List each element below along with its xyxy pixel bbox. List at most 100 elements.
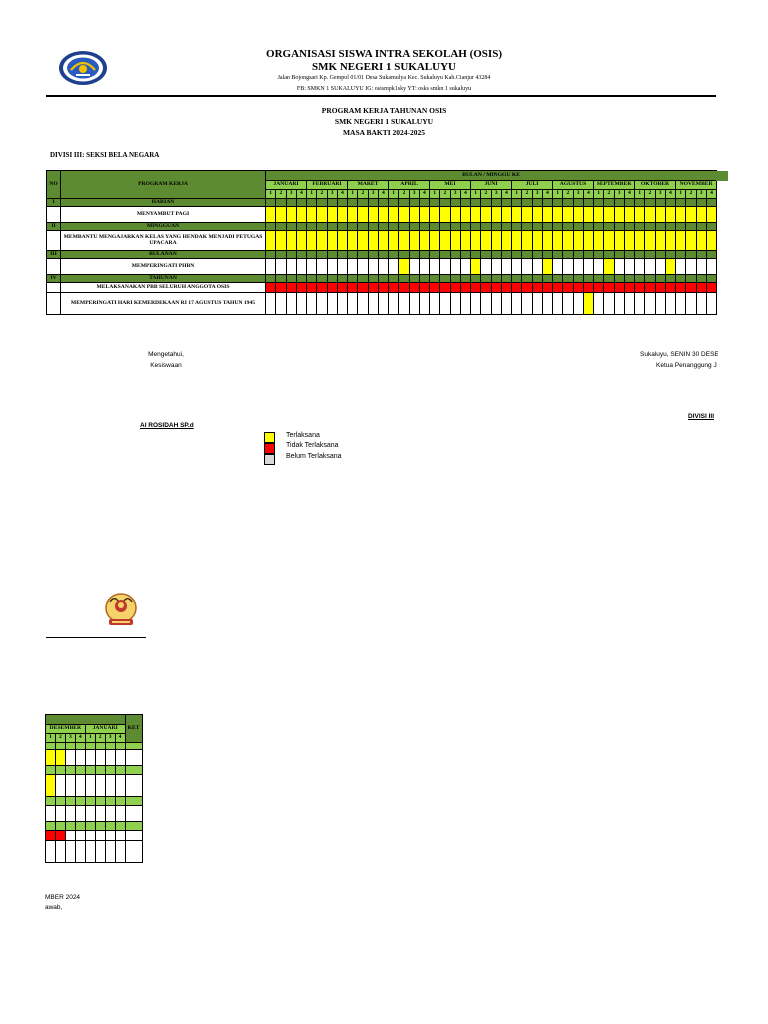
section-week-cell xyxy=(582,222,595,231)
month-header: JUNI xyxy=(470,180,512,190)
week-status-cell xyxy=(480,282,492,293)
section-row: I HARIAN xyxy=(46,198,718,207)
month-header: FEBRUARI xyxy=(306,180,348,190)
week-header: 2 xyxy=(275,189,287,199)
column-header-no: NO xyxy=(46,170,61,199)
week-status-cell xyxy=(275,292,287,315)
week-status-cell xyxy=(439,258,451,275)
section-week-cell xyxy=(367,274,379,283)
week-header: 2 xyxy=(316,189,328,199)
week-status-cell xyxy=(613,282,625,293)
section-week-cell xyxy=(695,250,707,259)
section-week-cell xyxy=(264,198,277,207)
section-week-cell xyxy=(326,274,338,283)
week-status-cell xyxy=(500,258,513,275)
week-status-cell xyxy=(510,282,523,293)
cont-week-cell xyxy=(74,830,86,841)
cont-week-cell xyxy=(54,749,66,766)
section-week-cell xyxy=(551,274,564,283)
section-week-cell xyxy=(418,274,431,283)
organization-name: ORGANISASI SISWA INTRA SEKOLAH (OSIS) xyxy=(266,48,502,60)
section-week-cell xyxy=(633,250,646,259)
section-row: II MINGGUAN xyxy=(46,222,718,231)
cont-week-cell xyxy=(94,742,106,750)
cont-week-cell xyxy=(124,749,143,766)
section-week-cell xyxy=(346,198,359,207)
week-header: 1 xyxy=(305,189,318,199)
program-number xyxy=(46,230,61,251)
week-header: 2 xyxy=(439,189,451,199)
week-status-cell xyxy=(490,258,502,275)
week-status-cell xyxy=(305,282,318,293)
column-header-period: BULAN / MINGGU KE xyxy=(264,170,718,181)
section-week-cell xyxy=(510,198,523,207)
week-status-cell xyxy=(623,206,636,223)
section-week-cell xyxy=(305,198,318,207)
month-header: APRIL xyxy=(388,180,430,190)
week-status-cell xyxy=(623,230,636,251)
section-number: II xyxy=(46,222,61,231)
week-status-cell xyxy=(582,206,595,223)
program-name: MEMPERINGATI PHBN xyxy=(60,258,266,275)
week-status-cell xyxy=(326,258,338,275)
week-header: 2 xyxy=(644,189,656,199)
section-week-cell xyxy=(551,250,564,259)
section-week-cell xyxy=(490,250,502,259)
week-status-cell xyxy=(449,206,461,223)
week-header: 2 xyxy=(685,189,697,199)
week-status-cell xyxy=(316,258,328,275)
week-status-cell xyxy=(418,258,431,275)
week-status-cell xyxy=(264,292,277,315)
section-week-cell xyxy=(305,274,318,283)
header-divider xyxy=(46,95,716,97)
week-header: 2 xyxy=(603,189,615,199)
week-status-cell xyxy=(295,206,308,223)
section-week-cell xyxy=(510,250,523,259)
section-week-cell xyxy=(603,274,615,283)
program-row: MEMPERINGATI PHBN xyxy=(46,258,718,275)
week-status-cell xyxy=(531,282,543,293)
week-status-cell xyxy=(592,230,605,251)
section-number: I xyxy=(46,198,61,207)
cont-section-row xyxy=(45,742,143,750)
week-status-cell xyxy=(387,292,400,315)
section-week-cell xyxy=(572,250,584,259)
legend-swatch-not-done xyxy=(264,443,275,454)
week-header: 1 xyxy=(633,189,646,199)
week-header: 4 xyxy=(705,189,718,199)
week-header: 2 xyxy=(94,733,106,743)
document-subtitle-period: MASA BAKTI 2024-2025 xyxy=(342,128,426,137)
week-header: 1 xyxy=(45,733,56,743)
week-status-cell xyxy=(521,292,533,315)
week-header: 4 xyxy=(377,189,390,199)
section-week-cell xyxy=(305,222,318,231)
week-status-cell xyxy=(490,292,502,315)
week-status-cell xyxy=(562,292,574,315)
week-status-cell xyxy=(562,206,574,223)
week-status-cell xyxy=(439,206,451,223)
section-week-cell xyxy=(603,198,615,207)
week-status-cell xyxy=(685,282,697,293)
section-week-cell xyxy=(521,222,533,231)
section-week-cell xyxy=(685,198,697,207)
student-affairs-label: Kesiswaan xyxy=(150,362,182,369)
cont-week-cell xyxy=(54,742,66,750)
week-status-cell xyxy=(326,282,338,293)
week-status-cell xyxy=(367,258,379,275)
week-header: 1 xyxy=(551,189,564,199)
section-week-cell xyxy=(582,198,595,207)
cont-week-cell xyxy=(45,796,56,806)
section-week-cell xyxy=(562,222,574,231)
week-header: 2 xyxy=(562,189,574,199)
section-week-cell xyxy=(377,198,390,207)
section-week-cell xyxy=(336,222,349,231)
week-status-cell xyxy=(398,282,410,293)
section-week-cell xyxy=(490,274,502,283)
week-status-cell xyxy=(264,230,277,251)
section-week-cell xyxy=(377,250,390,259)
program-number xyxy=(46,282,61,293)
week-status-cell xyxy=(644,292,656,315)
section-label: MINGGUAN xyxy=(60,222,266,231)
week-status-cell xyxy=(531,206,543,223)
week-header: 3 xyxy=(449,189,461,199)
